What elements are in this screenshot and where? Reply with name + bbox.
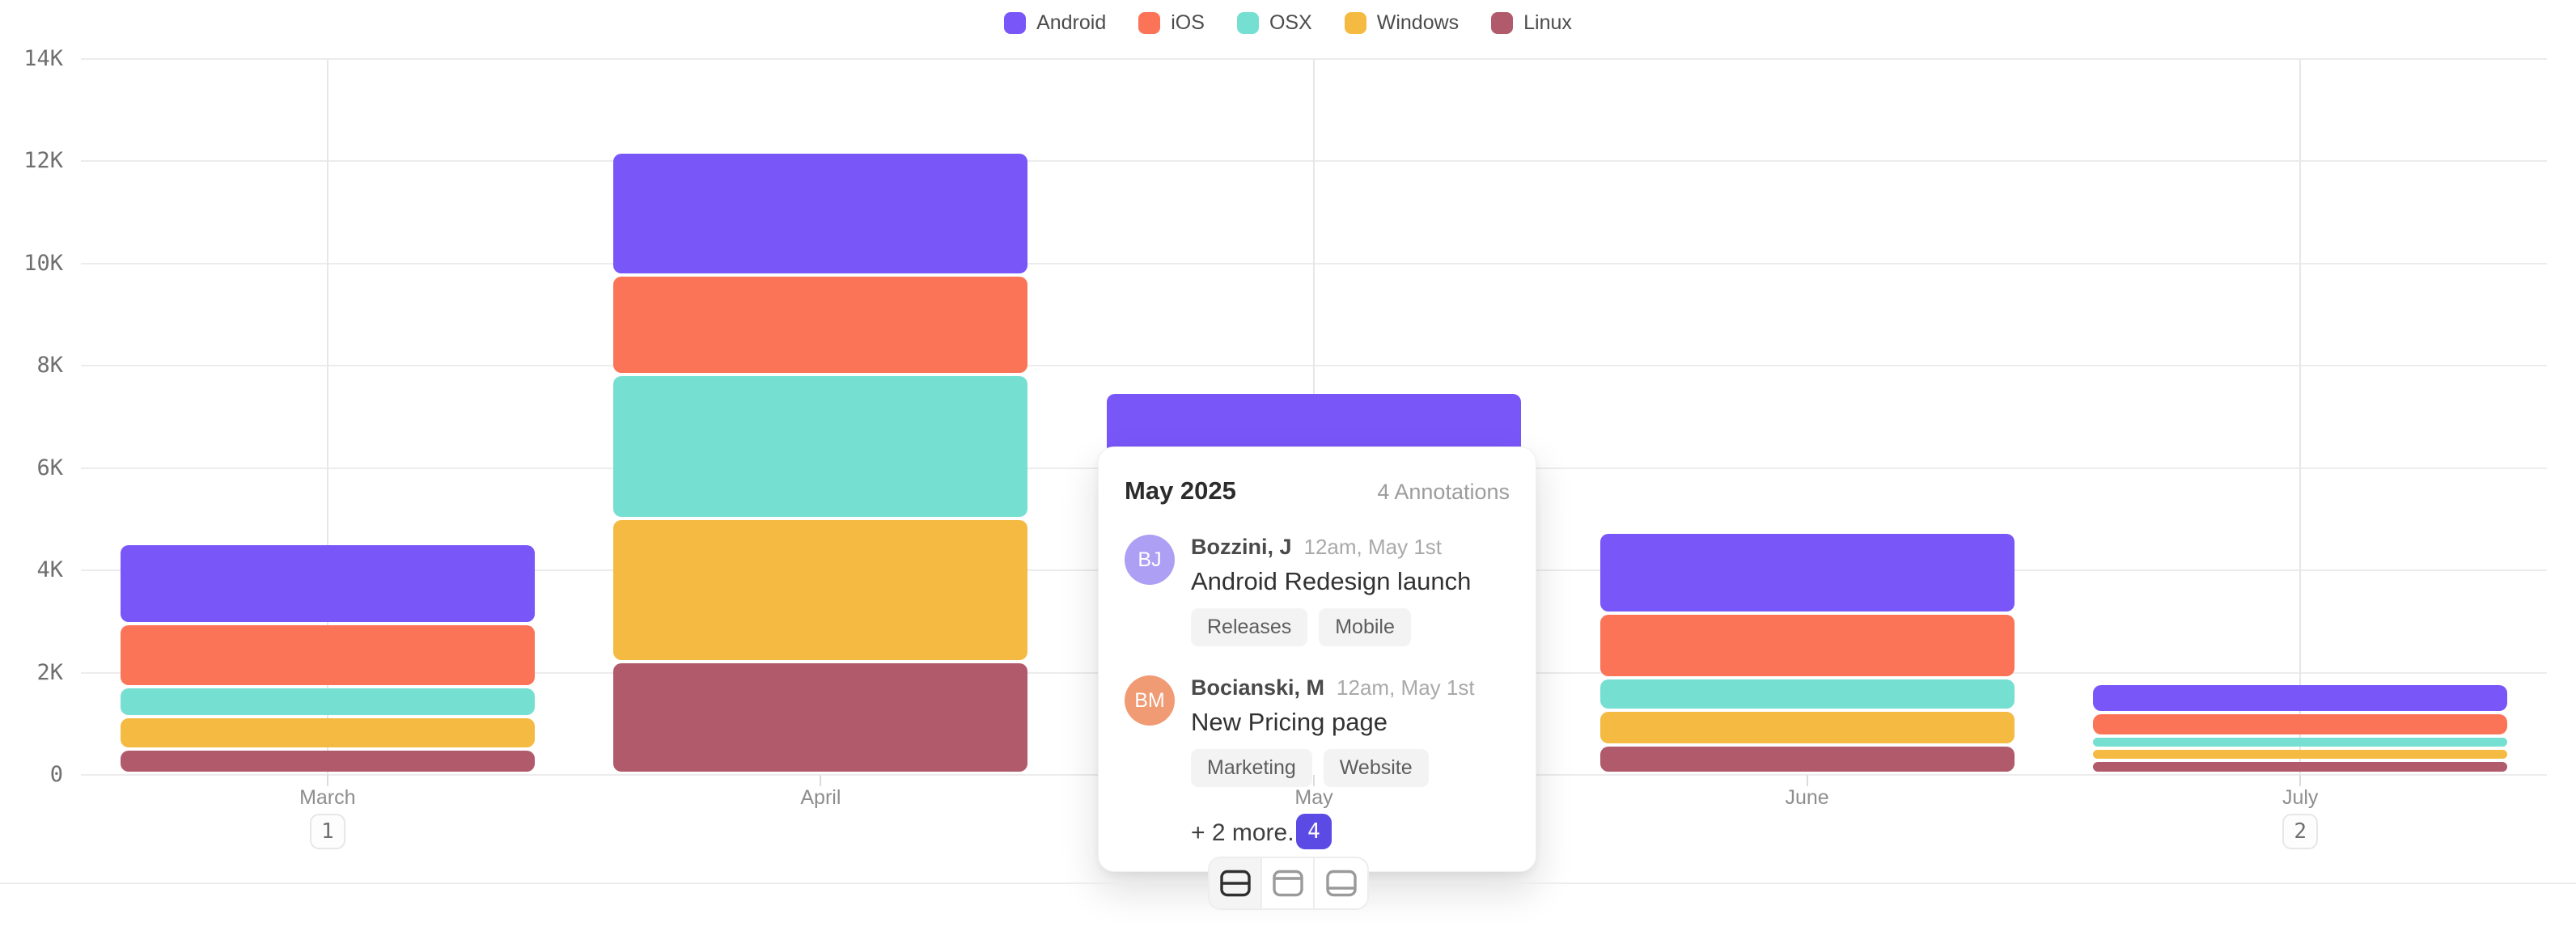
split-bottom-icon xyxy=(1325,870,1357,897)
y-axis-tick-label: 4K xyxy=(36,557,63,583)
y-axis-tick-label: 0 xyxy=(49,762,63,787)
legend-item-windows[interactable]: Windows xyxy=(1344,11,1460,35)
annotation-count-badge-march[interactable]: 1 xyxy=(309,814,345,849)
layout-toggle-group xyxy=(1208,857,1369,910)
layout-button-split-bottom[interactable] xyxy=(1315,858,1367,908)
split-top-icon xyxy=(1272,870,1303,897)
bar-segment-march-osx[interactable] xyxy=(120,688,535,716)
bar-segment-april-ios[interactable] xyxy=(613,276,1028,373)
popover-header: May 2025 4 Annotations xyxy=(1125,476,1510,506)
bar-segment-april-windows[interactable] xyxy=(613,520,1028,661)
x-axis-tick xyxy=(820,775,822,786)
annotation-title: New Pricing page xyxy=(1191,708,1388,736)
user-avatar: BJ xyxy=(1125,535,1175,585)
legend-swatch-icon xyxy=(1491,12,1514,34)
bar-segment-july-ios[interactable] xyxy=(2093,713,2508,735)
annotation-count-badge-may[interactable]: 4 xyxy=(1296,814,1332,849)
annotation-month-line xyxy=(326,59,328,775)
legend-item-ios[interactable]: iOS xyxy=(1138,11,1205,35)
annotation-body: Bocianski, M 12am, May 1st New Pricing pag… xyxy=(1191,675,1475,787)
bar-segment-june-android[interactable] xyxy=(1599,534,2015,612)
bar-segment-july-android[interactable] xyxy=(2093,685,2508,711)
layout-button-split-middle[interactable] xyxy=(1210,858,1262,908)
annotation-author: Bocianski, M xyxy=(1191,675,1325,700)
month-label-april: April xyxy=(800,786,841,809)
y-axis-tick-label: 2K xyxy=(36,659,63,685)
legend-item-linux[interactable]: Linux xyxy=(1491,11,1572,35)
legend-swatch-icon xyxy=(1138,12,1161,34)
annotation-item: BJ Bozzini, J 12am, May 1st Android Redesig… xyxy=(1125,535,1510,646)
annotation-item: BM Bocianski, M 12am, May 1st New Pricing p… xyxy=(1125,675,1510,787)
annotation-meta: Bocianski, M 12am, May 1st xyxy=(1191,675,1475,700)
month-label-may: May xyxy=(1294,786,1333,809)
user-avatar: BM xyxy=(1125,675,1175,726)
annotation-title: Android Redesign launch xyxy=(1191,567,1472,595)
bar-segment-july-linux[interactable] xyxy=(2093,762,2508,772)
bar-segment-april-android[interactable] xyxy=(613,153,1028,273)
x-axis-tick xyxy=(1313,775,1315,786)
legend-label: Windows xyxy=(1376,11,1460,34)
legend-swatch-icon xyxy=(1236,12,1259,34)
month-label-july: July xyxy=(2282,786,2319,809)
x-axis-tick xyxy=(1806,775,1808,786)
chart-legend: Android iOS OSX Windows Linux xyxy=(0,11,2576,35)
y-axis-tick-label: 12K xyxy=(23,148,63,174)
x-axis-tick xyxy=(2299,775,2302,786)
tag-releases[interactable]: Releases xyxy=(1191,608,1308,646)
layout-button-split-top[interactable] xyxy=(1262,858,1315,908)
bar-segment-april-osx[interactable] xyxy=(613,375,1028,518)
month-label-june: June xyxy=(1785,786,1829,809)
bar-segment-june-ios[interactable] xyxy=(1599,615,2015,676)
split-middle-icon xyxy=(1219,870,1251,897)
popover-title: May 2025 xyxy=(1125,476,1236,505)
bar-segment-july-osx[interactable] xyxy=(2093,738,2508,747)
y-axis-tick-label: 8K xyxy=(36,353,63,379)
bar-segment-march-windows[interactable] xyxy=(120,718,535,747)
annotation-count-badge-july[interactable]: 2 xyxy=(2282,814,2319,849)
bar-segment-june-windows[interactable] xyxy=(1599,712,2015,743)
y-axis-tick-label: 6K xyxy=(36,455,63,480)
annotation-month-line xyxy=(2299,59,2302,775)
tag-website[interactable]: Website xyxy=(1323,749,1429,787)
annotation-tags: Releases Mobile xyxy=(1191,608,1471,646)
show-more-annotations-link[interactable]: + 2 more... xyxy=(1191,819,1308,846)
tag-mobile[interactable]: Mobile xyxy=(1319,608,1411,646)
bar-segment-march-linux[interactable] xyxy=(120,750,535,772)
bar-segment-july-windows[interactable] xyxy=(2093,750,2508,760)
legend-label: Android xyxy=(1036,11,1107,34)
legend-swatch-icon xyxy=(1344,12,1366,34)
legend-label: iOS xyxy=(1171,11,1205,34)
bar-segment-march-android[interactable] xyxy=(120,544,535,623)
tag-marketing[interactable]: Marketing xyxy=(1191,749,1312,787)
annotations-popover: May 2025 4 Annotations BJ Bozzini, J 12am,… xyxy=(1098,446,1536,872)
annotation-meta: Bozzini, J 12am, May 1st xyxy=(1191,535,1471,560)
popover-annotation-count: 4 Annotations xyxy=(1377,480,1510,504)
annotation-timestamp: 12am, May 1st xyxy=(1337,675,1475,700)
annotation-body: Bozzini, J 12am, May 1st Android Redesign … xyxy=(1191,535,1471,646)
annotation-author: Bozzini, J xyxy=(1191,535,1292,559)
y-axis-tick-label: 10K xyxy=(23,250,63,276)
annotation-timestamp: 12am, May 1st xyxy=(1303,535,1443,559)
y-axis-tick-label: 14K xyxy=(23,46,63,71)
legend-item-osx[interactable]: OSX xyxy=(1236,11,1312,35)
legend-item-android[interactable]: Android xyxy=(1004,11,1106,35)
legend-label: OSX xyxy=(1269,11,1312,34)
legend-swatch-icon xyxy=(1004,12,1027,34)
bar-segment-june-osx[interactable] xyxy=(1599,679,2015,709)
bar-segment-june-linux[interactable] xyxy=(1599,746,2015,772)
bar-segment-april-linux[interactable] xyxy=(613,663,1028,772)
legend-label: Linux xyxy=(1523,11,1572,34)
annotation-list: BJ Bozzini, J 12am, May 1st Android Redesig… xyxy=(1125,535,1510,787)
x-axis-tick xyxy=(326,775,328,786)
month-label-march: March xyxy=(299,786,356,809)
bar-segment-march-ios[interactable] xyxy=(120,625,535,686)
annotation-tags: Marketing Website xyxy=(1191,749,1475,787)
